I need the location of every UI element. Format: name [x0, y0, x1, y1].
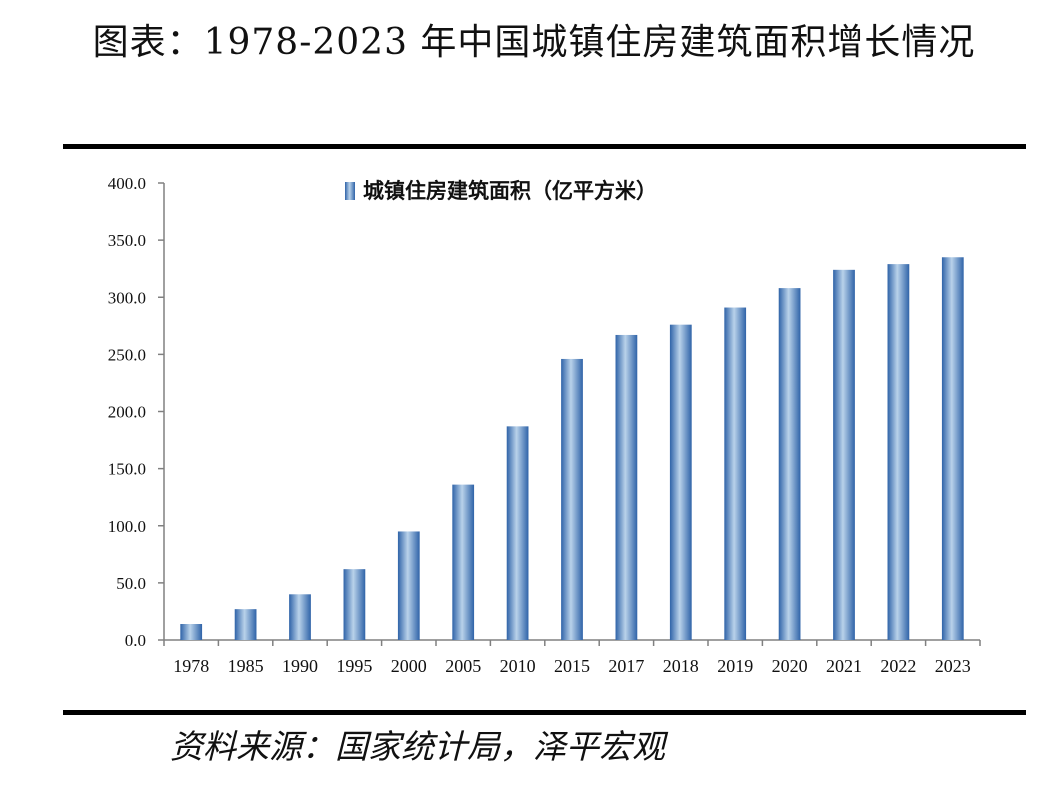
- x-tick-label: 2018: [663, 656, 699, 676]
- bar-2020: [778, 288, 801, 640]
- x-tick-label: 1978: [173, 656, 209, 676]
- y-axis: 0.0 50.0 100.0 150.0 200.0 250.0 300.0 350.0 400…: [108, 174, 165, 650]
- y-tick-label: 400.0: [108, 174, 146, 193]
- y-tick-label: 150.0: [108, 460, 146, 479]
- bar-1985: [234, 609, 257, 640]
- bar-2010: [506, 426, 529, 640]
- legend-label: 城镇住房建筑面积（亿平方米）: [363, 179, 657, 203]
- x-tick-label: 2005: [445, 656, 481, 676]
- x-axis: 1978 1985 1990 1995 2000 2005 2010 2015 2017 2018…: [163, 639, 981, 676]
- bar-1990: [289, 594, 311, 640]
- bar-2021: [833, 269, 855, 640]
- bar-2019: [724, 307, 747, 640]
- bar-2023: [941, 257, 964, 640]
- bottom-rule: [63, 710, 1026, 715]
- y-tick-label: 300.0: [108, 288, 146, 307]
- x-tick-label: 2020: [772, 656, 808, 676]
- x-tick-label: 2023: [935, 656, 971, 676]
- x-tick-label: 1995: [336, 656, 372, 676]
- x-tick-label: 2000: [391, 656, 427, 676]
- bar-2015: [561, 358, 583, 640]
- x-tick-label: 1985: [228, 656, 264, 676]
- bar-2000: [397, 531, 420, 640]
- y-tick-label: 350.0: [108, 231, 146, 250]
- y-tick-label: 50.0: [116, 574, 146, 593]
- y-tick-label: 250.0: [108, 345, 146, 364]
- x-tick-label: 2022: [880, 656, 916, 676]
- bar-2005: [452, 484, 475, 640]
- chart-title: 图表：1978-2023 年中国城镇住房建筑面积增长情况: [92, 22, 976, 63]
- x-tick-label: 2015: [554, 656, 590, 676]
- top-rule: [63, 144, 1026, 149]
- bar-1995: [343, 569, 366, 640]
- bar-1978: [180, 624, 203, 640]
- source-note: 资料来源：国家统计局，泽平宏观: [170, 727, 665, 766]
- bar-2017: [615, 334, 638, 640]
- bar-2022: [887, 264, 910, 640]
- legend-swatch: [345, 182, 355, 200]
- y-tick-label: 100.0: [108, 517, 146, 536]
- x-tick-label: 2017: [608, 656, 644, 676]
- x-tick-label: 2010: [500, 656, 536, 676]
- bars: [180, 257, 964, 640]
- y-tick-label: 0.0: [125, 631, 146, 650]
- legend: 城镇住房建筑面积（亿平方米）: [345, 179, 657, 203]
- x-tick-label: 2021: [826, 656, 862, 676]
- bar-2018: [669, 324, 692, 640]
- y-tick-label: 200.0: [108, 403, 146, 422]
- x-tick-label: 1990: [282, 656, 318, 676]
- x-tick-label: 2019: [717, 656, 753, 676]
